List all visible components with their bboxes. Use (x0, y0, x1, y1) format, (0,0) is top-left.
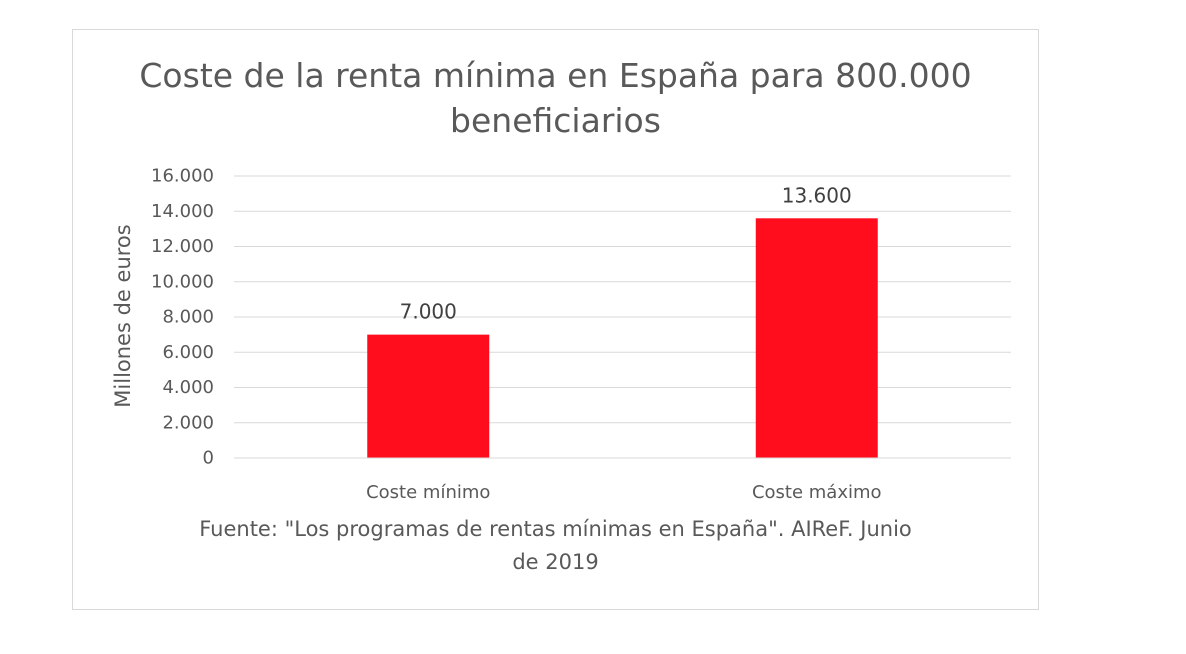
y-tick-label: 2.000 (162, 412, 214, 433)
chart-frame (72, 29, 1039, 610)
bar (755, 218, 878, 458)
source-line-2: de 2019 (512, 550, 599, 574)
y-tick-label: 12.000 (151, 236, 214, 257)
y-tick-label: 14.000 (151, 201, 214, 222)
bar (367, 334, 490, 458)
data-label: 13.600 (782, 183, 852, 207)
chart-title-line-2: beneficiarios (450, 101, 661, 140)
y-tick-label: 16.000 (151, 166, 214, 187)
y-tick-label: 4.000 (162, 377, 214, 398)
y-tick-label: 10.000 (151, 271, 214, 292)
y-tick-label: 6.000 (162, 342, 214, 363)
y-tick-label: 8.000 (162, 307, 214, 328)
y-tick-label: 0 (203, 448, 214, 469)
x-tick-label: Coste mínimo (366, 482, 490, 503)
data-label: 7.000 (400, 300, 457, 324)
x-tick-label: Coste máximo (752, 482, 882, 503)
source-line-1: Fuente: "Los programas de rentas mínimas… (199, 517, 912, 541)
chart-title-line-1: Coste de la renta mínima en España para … (139, 56, 972, 95)
